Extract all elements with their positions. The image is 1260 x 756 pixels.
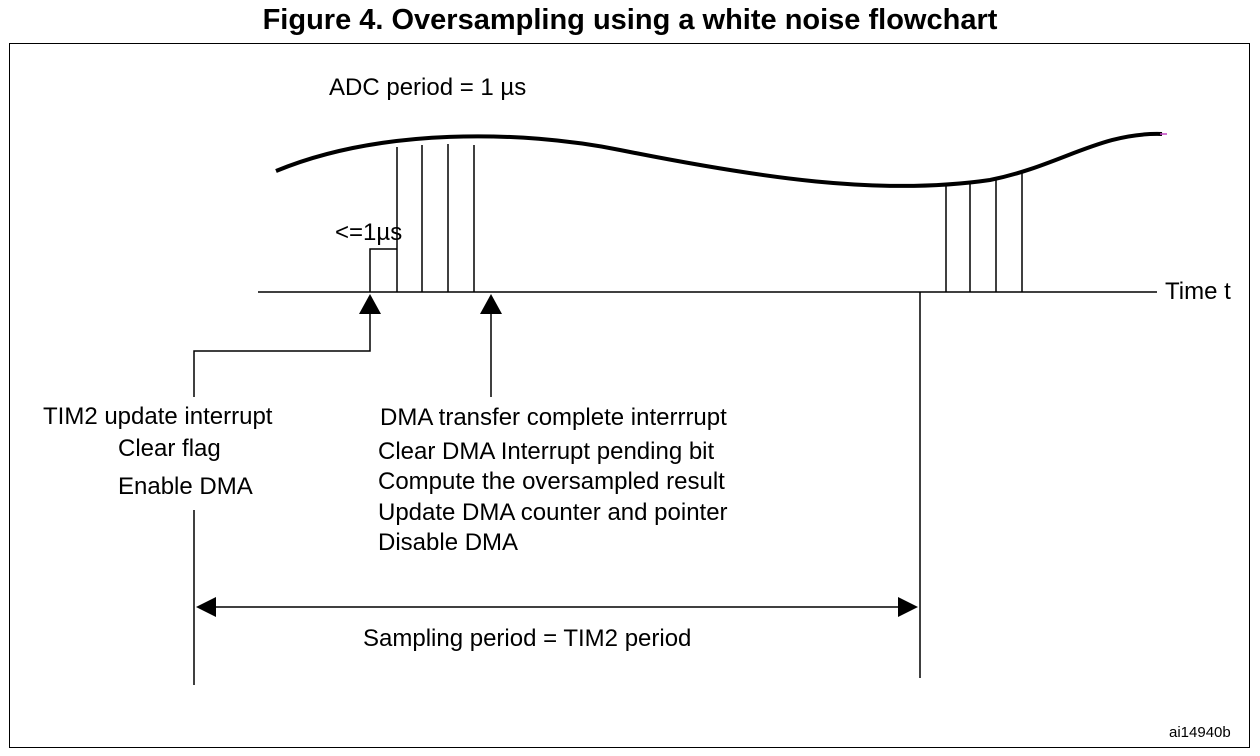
figure-id: ai14940b xyxy=(1169,724,1231,741)
sampling-period-label: Sampling period = TIM2 period xyxy=(363,625,691,652)
tim2-connector xyxy=(193,312,371,397)
dma-line-1: DMA transfer complete interrrupt xyxy=(380,404,727,431)
sample-lines-second xyxy=(945,171,1023,292)
sample-lines-first xyxy=(396,144,475,292)
sampling-arrowhead-left xyxy=(196,597,216,617)
tim2-line-2: Clear flag xyxy=(118,435,221,462)
sampling-arrowhead-right xyxy=(898,597,918,617)
figure-title: Figure 4. Oversampling using a white noi… xyxy=(262,4,998,36)
delay-label: <=1µs xyxy=(335,219,402,246)
tim2-line-1: TIM2 update interrupt xyxy=(43,403,273,430)
tim2-line-3: Enable DMA xyxy=(118,473,253,500)
time-axis-label: Time t xyxy=(1165,278,1231,305)
dma-line-3: Compute the oversampled result xyxy=(378,468,725,495)
delay-bracket xyxy=(369,248,397,292)
tim2-arrowhead xyxy=(359,294,381,314)
dma-arrowhead xyxy=(480,294,502,314)
dma-line-4: Update DMA counter and pointer xyxy=(378,499,728,526)
adc-period-label: ADC period = 1 µs xyxy=(329,74,526,101)
diagram-frame xyxy=(9,43,1250,748)
analog-signal-curve xyxy=(275,131,1163,188)
dma-line-2: Clear DMA Interrupt pending bit xyxy=(378,438,715,465)
dma-line-5: Disable DMA xyxy=(378,529,518,556)
